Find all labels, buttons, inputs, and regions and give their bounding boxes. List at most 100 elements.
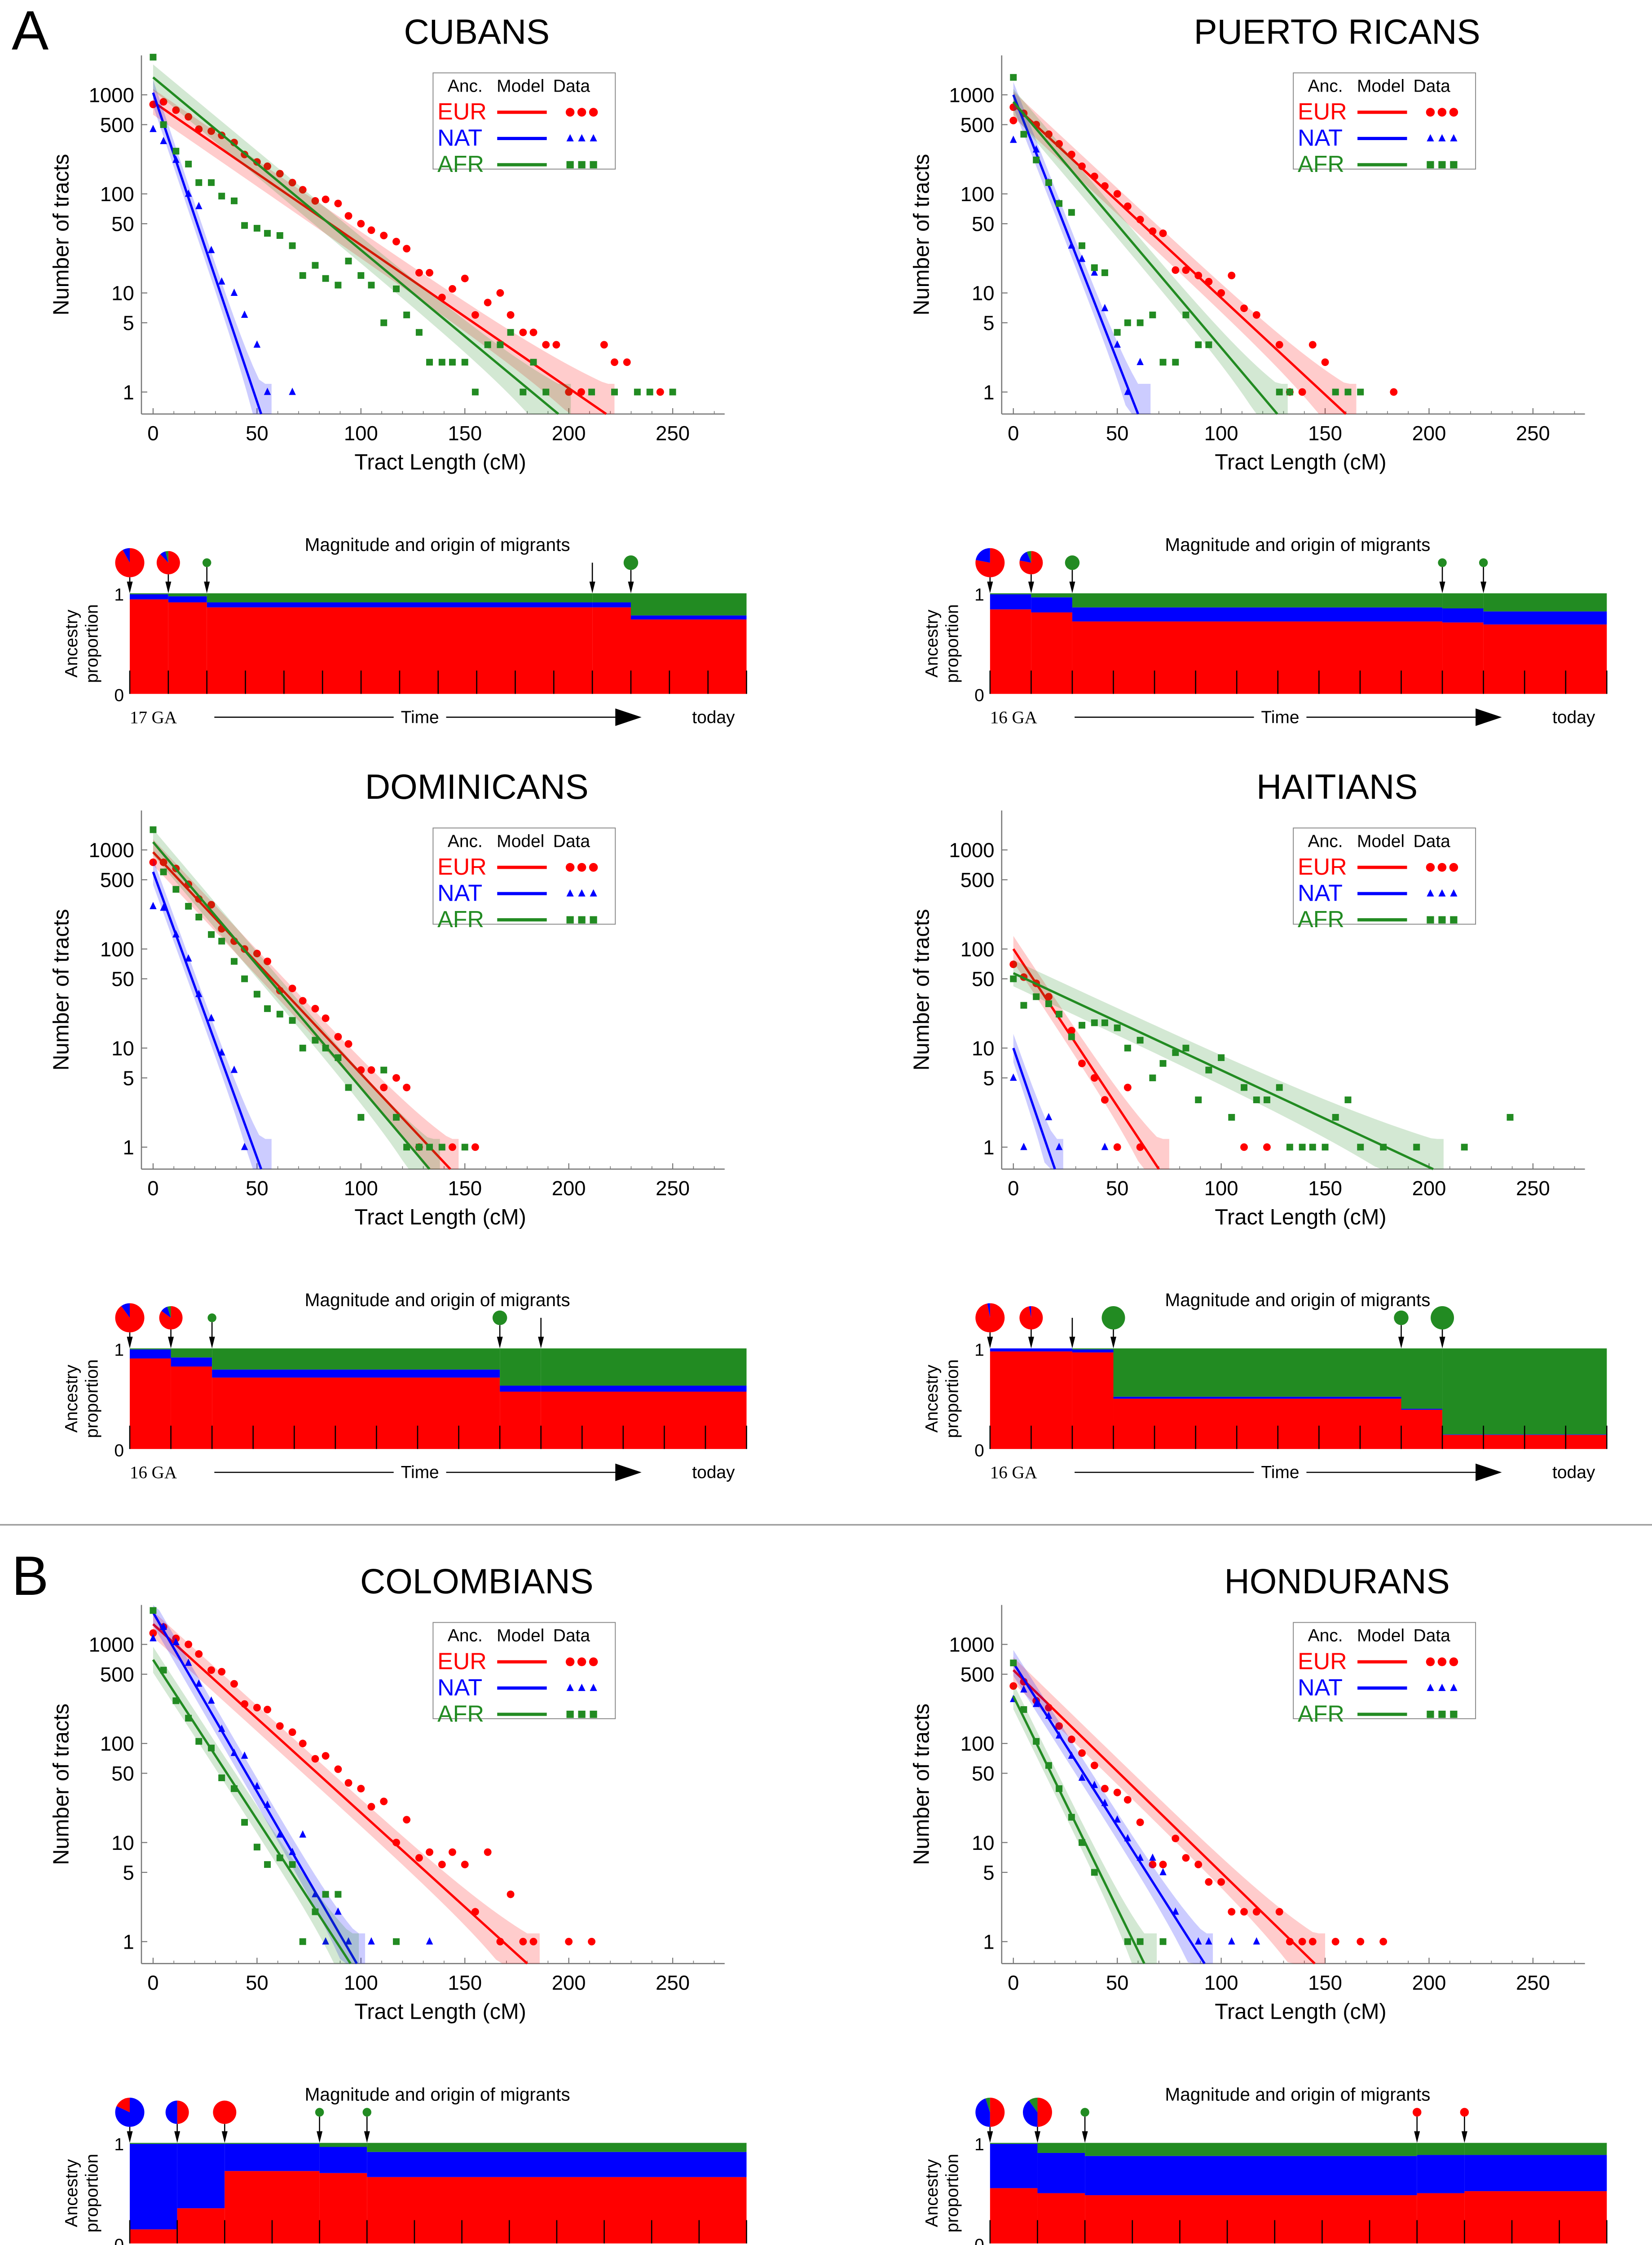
data-point-afr bbox=[160, 868, 167, 876]
data-point-eur bbox=[1275, 341, 1283, 349]
x-tick-label: 200 bbox=[552, 1177, 586, 1200]
data-point-afr bbox=[1205, 1066, 1212, 1074]
data-point-eur bbox=[519, 1937, 527, 1946]
data-point-afr bbox=[299, 272, 306, 279]
legend-marker bbox=[577, 863, 586, 872]
data-point-eur bbox=[149, 858, 157, 866]
data-point-afr bbox=[669, 388, 676, 396]
migration-arrowhead bbox=[1034, 2131, 1040, 2143]
data-point-eur bbox=[449, 1143, 456, 1151]
data-point-eur bbox=[1240, 1143, 1248, 1151]
x-tick-label: 100 bbox=[1204, 422, 1238, 445]
data-point-eur bbox=[1228, 1908, 1236, 1916]
data-point-afr bbox=[357, 1114, 365, 1121]
start-generation-label: 17 GA bbox=[130, 708, 177, 727]
data-point-afr bbox=[471, 388, 479, 396]
legend-marker bbox=[1449, 863, 1458, 872]
data-point-nat bbox=[345, 1937, 352, 1945]
legend-marker bbox=[589, 863, 598, 872]
y-tick-label: 500 bbox=[100, 1663, 134, 1686]
today-label: today bbox=[692, 708, 735, 727]
y-tick-label: 500 bbox=[100, 869, 134, 892]
data-point-eur bbox=[1045, 1704, 1053, 1712]
migration-arrowhead bbox=[1110, 1337, 1117, 1349]
data-point-nat bbox=[230, 1065, 238, 1073]
x-tick-label: 100 bbox=[344, 1177, 378, 1200]
data-point-eur bbox=[1113, 190, 1121, 198]
data-point-nat bbox=[289, 387, 296, 395]
data-point-afr bbox=[345, 1084, 352, 1091]
data-point-nat bbox=[264, 387, 271, 395]
proportion-nat-segment bbox=[990, 2144, 1038, 2188]
data-point-afr bbox=[542, 388, 550, 396]
proportion-eur-segment bbox=[168, 602, 207, 694]
data-point-afr bbox=[1205, 341, 1212, 348]
data-point-afr bbox=[1253, 1096, 1260, 1104]
data-point-nat bbox=[1101, 1143, 1109, 1150]
data-point-eur bbox=[334, 199, 342, 207]
data-point-afr bbox=[1159, 1938, 1167, 1945]
x-tick-label: 50 bbox=[1106, 422, 1129, 445]
data-point-eur bbox=[264, 162, 271, 170]
model-line-afr bbox=[152, 841, 431, 1170]
data-point-afr bbox=[289, 1017, 296, 1024]
migration-arrowhead bbox=[1028, 1337, 1034, 1349]
x-tick-label: 50 bbox=[246, 1972, 269, 1994]
data-point-nat bbox=[150, 124, 157, 132]
model-line-afr bbox=[152, 76, 559, 415]
migrant-pie bbox=[1394, 1310, 1409, 1325]
proportion-nat-segment bbox=[319, 2147, 367, 2173]
migration-ytick-0: 0 bbox=[974, 2236, 984, 2245]
migration-arrowhead bbox=[538, 1337, 544, 1349]
data-point-afr bbox=[1357, 1144, 1364, 1151]
proportion-afr-segment bbox=[1442, 593, 1484, 608]
migration-ylabel-line1: Ancestry bbox=[922, 609, 942, 678]
migration-ytick-1: 1 bbox=[974, 2135, 984, 2154]
data-point-eur bbox=[1172, 1835, 1180, 1842]
data-point-nat bbox=[160, 1622, 167, 1630]
legend-header: Data bbox=[1414, 77, 1451, 96]
migration-arrowhead bbox=[1461, 2131, 1467, 2143]
data-point-eur bbox=[611, 358, 618, 366]
migrant-pie bbox=[1479, 558, 1488, 567]
legend-box bbox=[432, 72, 616, 170]
data-point-eur bbox=[1308, 341, 1317, 349]
data-point-eur bbox=[1217, 289, 1225, 297]
proportion-nat-segment bbox=[1072, 607, 1443, 622]
data-point-nat bbox=[253, 1782, 261, 1789]
x-axis-label: Tract Length (cM) bbox=[354, 2000, 526, 2024]
migration-arrowhead bbox=[1414, 2131, 1420, 2143]
legend-header: Anc. bbox=[1308, 77, 1343, 96]
legend-marker bbox=[1437, 863, 1447, 872]
data-point-nat bbox=[312, 1890, 319, 1897]
data-point-afr bbox=[1149, 311, 1156, 318]
model-line-nat bbox=[152, 92, 263, 414]
x-tick-label: 250 bbox=[656, 1177, 690, 1200]
data-point-afr bbox=[1114, 1024, 1121, 1031]
data-point-eur bbox=[1009, 117, 1018, 124]
y-tick-label: 10 bbox=[972, 282, 995, 305]
y-tick-label: 1 bbox=[123, 1931, 134, 1954]
legend-header: Model bbox=[1357, 832, 1405, 851]
data-point-eur bbox=[218, 1668, 226, 1676]
data-point-eur bbox=[344, 1040, 352, 1048]
y-tick-label: 500 bbox=[960, 114, 995, 136]
x-tick-label: 100 bbox=[1204, 1177, 1238, 1200]
proportion-nat-segment bbox=[500, 1386, 541, 1392]
legend-label-eur: EUR bbox=[437, 854, 487, 880]
migration-panel: Magnitude and origin of migrants 1 0 Ancest… bbox=[922, 1290, 1608, 1482]
confidence-band-nat bbox=[153, 79, 272, 414]
data-point-eur bbox=[438, 1861, 446, 1869]
migrant-pie-slice-nat bbox=[987, 1303, 990, 1318]
y-axis-label: Number of tracts bbox=[909, 154, 934, 316]
x-tick-label: 200 bbox=[1412, 1972, 1446, 1994]
data-point-afr bbox=[241, 1819, 248, 1826]
data-point-afr bbox=[1124, 319, 1131, 326]
data-point-eur bbox=[334, 1765, 342, 1773]
migration-arrowhead bbox=[1439, 581, 1445, 594]
migration-arrowhead bbox=[209, 1337, 215, 1349]
legend-header: Model bbox=[1357, 1626, 1405, 1646]
x-tick-label: 250 bbox=[1516, 422, 1550, 445]
data-point-eur bbox=[264, 957, 271, 965]
